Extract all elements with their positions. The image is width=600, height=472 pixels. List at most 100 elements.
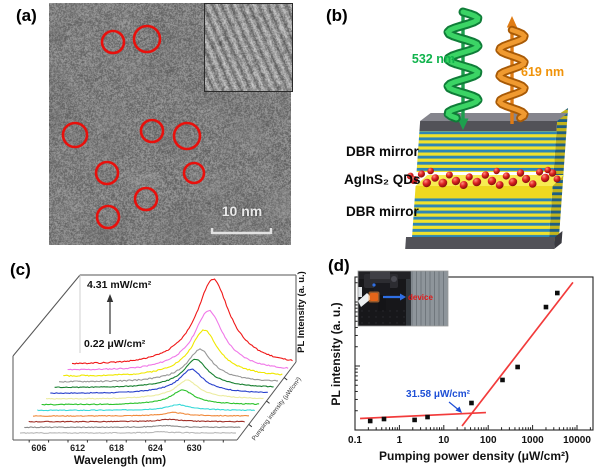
pl-spectrum-curve (58, 348, 279, 383)
qd-marker-circle (139, 118, 165, 144)
pl-spectrum-curve (63, 329, 283, 377)
pump-wavelength-label: 532 nm (412, 52, 455, 66)
quantum-dot-sphere (431, 174, 439, 182)
x-tick-label: 1 (397, 435, 403, 446)
pl-intensity-axis-label: PL intensity (a. u.) (329, 302, 343, 405)
quantum-dot-sphere (451, 176, 461, 186)
pl-intensity-axis-label: PL Intensity (a. u.) (296, 271, 307, 353)
pump-increase-arrowhead (106, 294, 114, 302)
quantum-dot-sphere (495, 181, 504, 189)
threshold-arrowhead (455, 406, 462, 413)
dbr-top-label: DBR mirror (346, 144, 420, 159)
panel-d-threshold-plot: (d) 0.1 1 10 100 1000 10000 Pumping power dens… (310, 250, 600, 472)
quantum-dot-sphere (493, 167, 500, 175)
quantum-dot-sphere (481, 171, 490, 179)
dbr-stack-and-beams (405, 7, 569, 249)
threshold-annotation: 31.58 μW/cm² (406, 389, 471, 400)
pump-helix-532nm (443, 7, 483, 123)
pl-spectrum-curve (54, 358, 274, 389)
device-label: device (408, 293, 433, 302)
setup-photo-inset: device (357, 270, 449, 327)
qd-marker-circle (94, 160, 120, 186)
panel-d-label: (d) (328, 256, 350, 275)
fit-line-above-threshold (461, 281, 574, 427)
min-pump-annotation: 0.22 μW/cm² (84, 338, 146, 350)
quantum-dot-sphere (427, 167, 434, 175)
quantum-dot-sphere (445, 171, 453, 179)
data-point (543, 304, 549, 310)
data-point (500, 377, 505, 383)
qd-marker-circle (100, 29, 126, 55)
quantum-dot-sphere (508, 177, 518, 187)
x-tick-label: 1000 (521, 435, 544, 446)
x-tick-label: 100 (480, 435, 497, 446)
quantum-dot-sphere (472, 177, 482, 187)
qd-marker-circle (132, 24, 162, 54)
data-point (412, 417, 417, 423)
axis-ticks (354, 282, 591, 431)
qd-marker-circle (61, 121, 89, 149)
pl-spectrum-curve (67, 309, 289, 371)
fit-line-below-threshold (360, 411, 486, 420)
panel-a-tem: (a) 10 nm (0, 0, 300, 250)
quantum-dot-sphere (544, 166, 551, 174)
data-point (554, 290, 560, 296)
pl-spectrum-curve (32, 411, 249, 417)
pl-spectra-curves (19, 278, 293, 434)
pl-spectrum-curve (28, 418, 245, 423)
pl-spectra-waterfall-chart: 606 612 618 624 630 Wavelength (nm) PL Intensi… (12, 271, 307, 467)
qd-marker-circle (182, 161, 206, 185)
data-point (425, 414, 430, 420)
waterfall-axes (12, 274, 297, 441)
panel-b-device-schematic: (b) 532 nm 619 nm DBR mir (300, 0, 600, 250)
dbr-bottom-label: DBR mirror (346, 204, 420, 219)
scale-bar (210, 228, 273, 235)
wavelength-tick-label: 618 (109, 443, 124, 453)
tem-image: 10 nm (49, 3, 293, 245)
quantum-dot-sphere (553, 175, 561, 183)
quantum-dot-sphere (528, 180, 537, 188)
pl-spectrum-curve (50, 368, 268, 394)
qd-marker-circle (95, 204, 121, 230)
pl-spectrum-curve (19, 431, 237, 434)
data-point (381, 416, 387, 422)
quantum-dot-sphere (438, 178, 448, 188)
wavelength-tick-label: 624 (148, 443, 163, 453)
device-schematic: 532 nm 619 nm DBR mirror AgInS₂ QDs DBR … (344, 7, 569, 249)
wavelength-tick-label: 606 (31, 443, 46, 453)
quantum-dot-sphere (410, 176, 419, 184)
quantum-dot-sphere (502, 172, 510, 180)
x-tick-label: 10 (438, 435, 450, 446)
data-point (367, 418, 373, 424)
x-tick-label: 10000 (563, 435, 591, 446)
emission-helix-619nm (495, 25, 529, 123)
quantum-dot-sphere (535, 168, 544, 176)
tem-hrtem-inset (204, 3, 293, 92)
pl-spectrum-curve (45, 379, 264, 400)
glowing-device (370, 293, 378, 301)
quantum-dot-sphere (487, 176, 497, 186)
x-tick-label: 0.1 (348, 435, 362, 446)
max-pump-annotation: 4.31 mW/cm² (87, 279, 152, 291)
panel-c-label: (c) (10, 260, 31, 279)
pl-spectrum-curve (71, 278, 293, 365)
wavelength-tick-label: 612 (70, 443, 85, 453)
quantum-dot-sphere (540, 173, 550, 183)
scale-bar-label: 10 nm (221, 203, 263, 219)
quantum-dot-sphere (459, 181, 468, 189)
pl-spectrum-curve (24, 424, 241, 429)
data-point (469, 400, 474, 406)
quantum-dot-sphere (516, 169, 525, 177)
wavelength-tick-label: 630 (187, 443, 202, 453)
pl-vs-pump-chart: 0.1 1 10 100 1000 10000 Pumping power density … (329, 270, 594, 463)
quantum-dot-sphere (465, 173, 473, 181)
dbr-microcavity-stack (405, 108, 569, 249)
panel-c-waterfall-spectra: (c) 606 612 618 624 630 Wavelength (nm) PL Int… (0, 250, 310, 472)
pl-spectrum-curve (37, 403, 255, 412)
qd-marker-circle (172, 121, 202, 151)
panel-b-label: (b) (326, 6, 348, 25)
qd-layer-label: AgInS₂ QDs (344, 172, 421, 187)
panel-a-label: (a) (16, 6, 37, 25)
quantum-dot-sphere (521, 174, 531, 184)
